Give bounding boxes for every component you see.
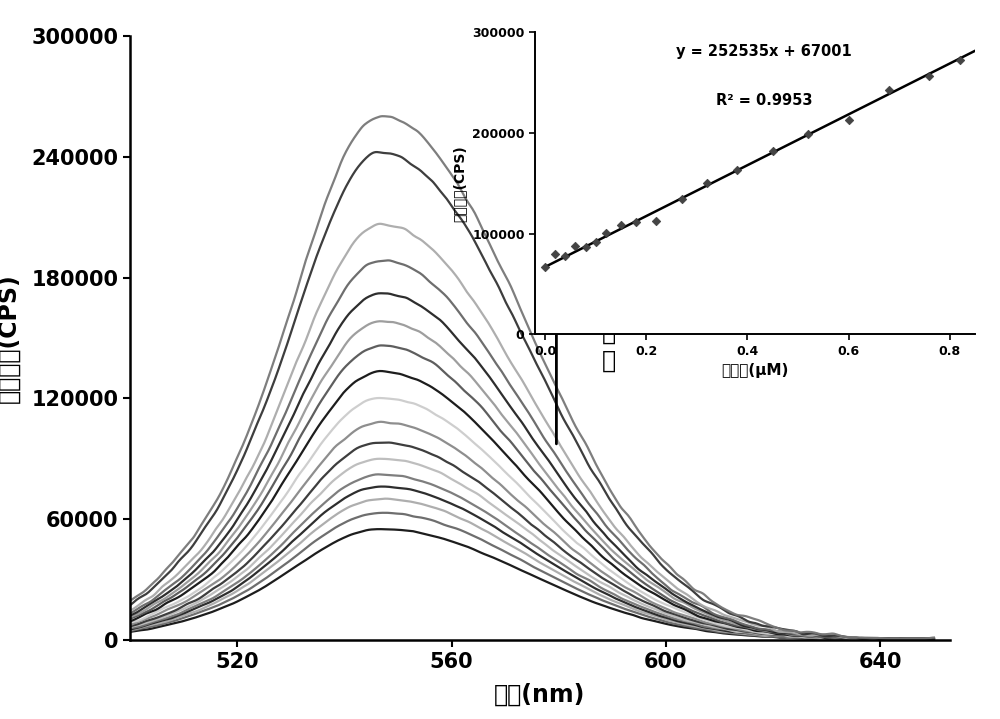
Point	[598, 228, 614, 239]
Point	[952, 55, 968, 66]
Point	[547, 248, 563, 260]
Point	[765, 145, 781, 157]
Point	[881, 85, 897, 96]
Point	[674, 193, 690, 205]
Point	[567, 241, 583, 252]
Y-axis label: 荧光强度(CPS): 荧光强度(CPS)	[0, 273, 20, 403]
Point	[841, 114, 857, 126]
Point	[537, 262, 553, 273]
Point	[800, 128, 816, 139]
Text: 汞
离: 汞 离	[602, 321, 616, 373]
Point	[578, 242, 594, 253]
Point	[699, 177, 715, 188]
Point	[628, 216, 644, 227]
X-axis label: 汞离子(μM): 汞离子(μM)	[721, 363, 789, 378]
Point	[729, 165, 745, 176]
X-axis label: 波长(nm): 波长(nm)	[494, 683, 586, 707]
Point	[648, 215, 664, 226]
Point	[921, 70, 937, 82]
Point	[557, 249, 573, 261]
Text: y = 252535x + 67001: y = 252535x + 67001	[676, 45, 852, 60]
Y-axis label: 荧光强度(CPS): 荧光强度(CPS)	[453, 145, 467, 221]
Text: R² = 0.9953: R² = 0.9953	[716, 93, 812, 108]
Point	[588, 236, 604, 247]
Point	[613, 220, 629, 232]
